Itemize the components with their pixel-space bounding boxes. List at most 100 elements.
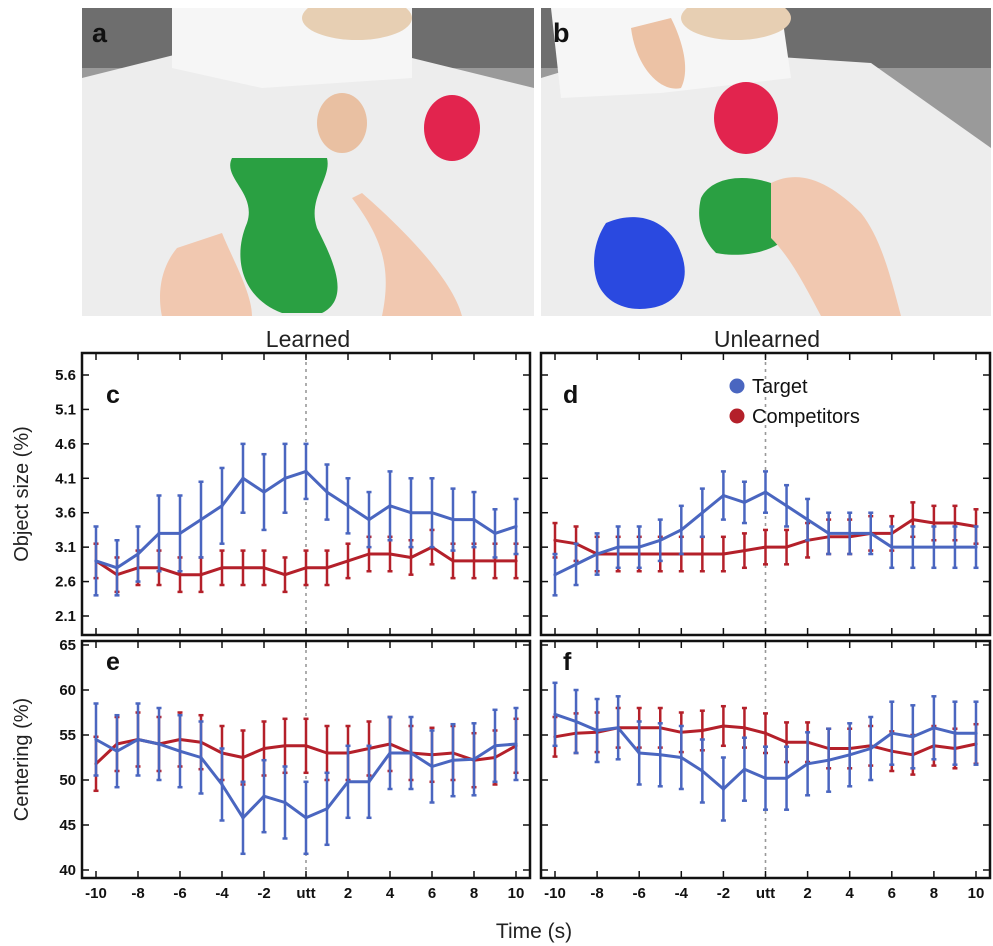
data-point: [493, 559, 497, 563]
y-tick-label: 55: [59, 727, 76, 744]
data-point: [388, 552, 392, 556]
x-tick-label: -4: [215, 885, 229, 902]
data-point: [806, 762, 810, 766]
data-point: [178, 573, 182, 577]
data-point: [367, 518, 371, 522]
x-tick-label: -2: [717, 885, 730, 902]
data-point: [472, 757, 476, 761]
data-point: [94, 737, 98, 742]
data-point: [784, 740, 789, 744]
data-point: [700, 511, 704, 515]
legend-marker-competitors: [729, 408, 745, 424]
photo-unlearned: [541, 8, 991, 316]
column-title-unlearned: Unlearned: [713, 326, 821, 352]
y-tick-label: 50: [59, 772, 76, 789]
data-point: [848, 531, 852, 535]
data-point: [700, 728, 704, 733]
y-tick-label: 45: [59, 817, 76, 834]
data-point: [367, 552, 371, 556]
data-point: [763, 490, 768, 494]
data-point: [178, 749, 182, 753]
data-point: [241, 755, 245, 760]
data-point: [451, 559, 455, 563]
data-point: [178, 531, 182, 535]
data-point: [451, 518, 455, 522]
data-point: [869, 531, 873, 535]
data-point: [346, 559, 350, 563]
x-tick-label: -6: [173, 885, 186, 902]
data-point: [679, 755, 683, 760]
data-point: [472, 518, 476, 522]
data-point: [742, 726, 747, 730]
y-tick-label: 2.1: [55, 608, 76, 625]
data-point: [514, 524, 518, 529]
x-tick-label: -8: [131, 885, 144, 902]
x-tick-label: 8: [470, 885, 478, 902]
data-point: [700, 552, 704, 556]
panel-letter-b: b: [553, 18, 570, 48]
x-tick-label: 2: [803, 885, 811, 902]
data-point: [890, 545, 894, 549]
legend-marker-target: [729, 378, 745, 394]
x-tick-label: 6: [888, 885, 896, 902]
x-tick-label: -6: [633, 885, 646, 902]
y-tick-label: 3.1: [55, 539, 76, 556]
data-point: [974, 731, 978, 735]
data-point: [451, 758, 455, 762]
data-point: [742, 767, 747, 771]
data-point: [827, 531, 831, 535]
x-tick-label: utt: [756, 885, 775, 902]
data-point: [700, 769, 704, 773]
y-axis-label: Centering (%): [11, 698, 33, 821]
data-point: [658, 753, 662, 757]
legend-label-competitors: Competitors: [752, 406, 860, 428]
data-point: [869, 746, 873, 751]
data-point: [658, 538, 662, 542]
legend-label-target: Target: [752, 376, 808, 398]
data-point: [304, 469, 308, 473]
data-point: [472, 559, 476, 563]
data-point: [409, 751, 413, 755]
data-point: [157, 531, 161, 535]
data-point: [616, 545, 620, 549]
data-point: [553, 573, 557, 577]
data-point: [493, 744, 497, 748]
y-tick-label: 5.1: [55, 401, 76, 418]
x-tick-label: 2: [344, 885, 352, 902]
data-point: [806, 518, 810, 522]
data-point: [595, 728, 599, 733]
y-tick-label: 2.6: [55, 574, 76, 591]
data-point: [911, 518, 915, 522]
data-point: [262, 794, 266, 798]
data-point: [241, 816, 245, 820]
y-axis-label: Object size (%): [11, 426, 33, 562]
data-point: [721, 724, 726, 728]
data-point: [784, 776, 789, 780]
y-tick-label: 4.1: [55, 470, 76, 487]
data-point: [346, 780, 350, 784]
data-point: [953, 521, 957, 525]
panel-letter-c: c: [106, 381, 120, 409]
data-point: [742, 500, 747, 504]
data-point: [199, 755, 203, 760]
data-point: [325, 490, 329, 494]
data-point: [388, 504, 392, 508]
data-point: [637, 751, 641, 755]
data-point: [304, 744, 308, 748]
data-point: [784, 545, 789, 549]
data-point: [262, 490, 266, 494]
data-point: [616, 726, 620, 730]
data-point: [493, 531, 497, 535]
data-point: [220, 504, 224, 508]
data-point: [325, 807, 329, 811]
data-point: [409, 555, 413, 560]
data-point: [911, 735, 915, 739]
data-point: [574, 562, 578, 566]
data-point: [367, 780, 371, 784]
data-point: [784, 504, 789, 508]
data-point: [721, 552, 726, 556]
data-point: [199, 518, 203, 522]
x-axis-label: Time (s): [496, 920, 572, 943]
data-point: [325, 751, 329, 755]
data-point: [763, 776, 768, 780]
